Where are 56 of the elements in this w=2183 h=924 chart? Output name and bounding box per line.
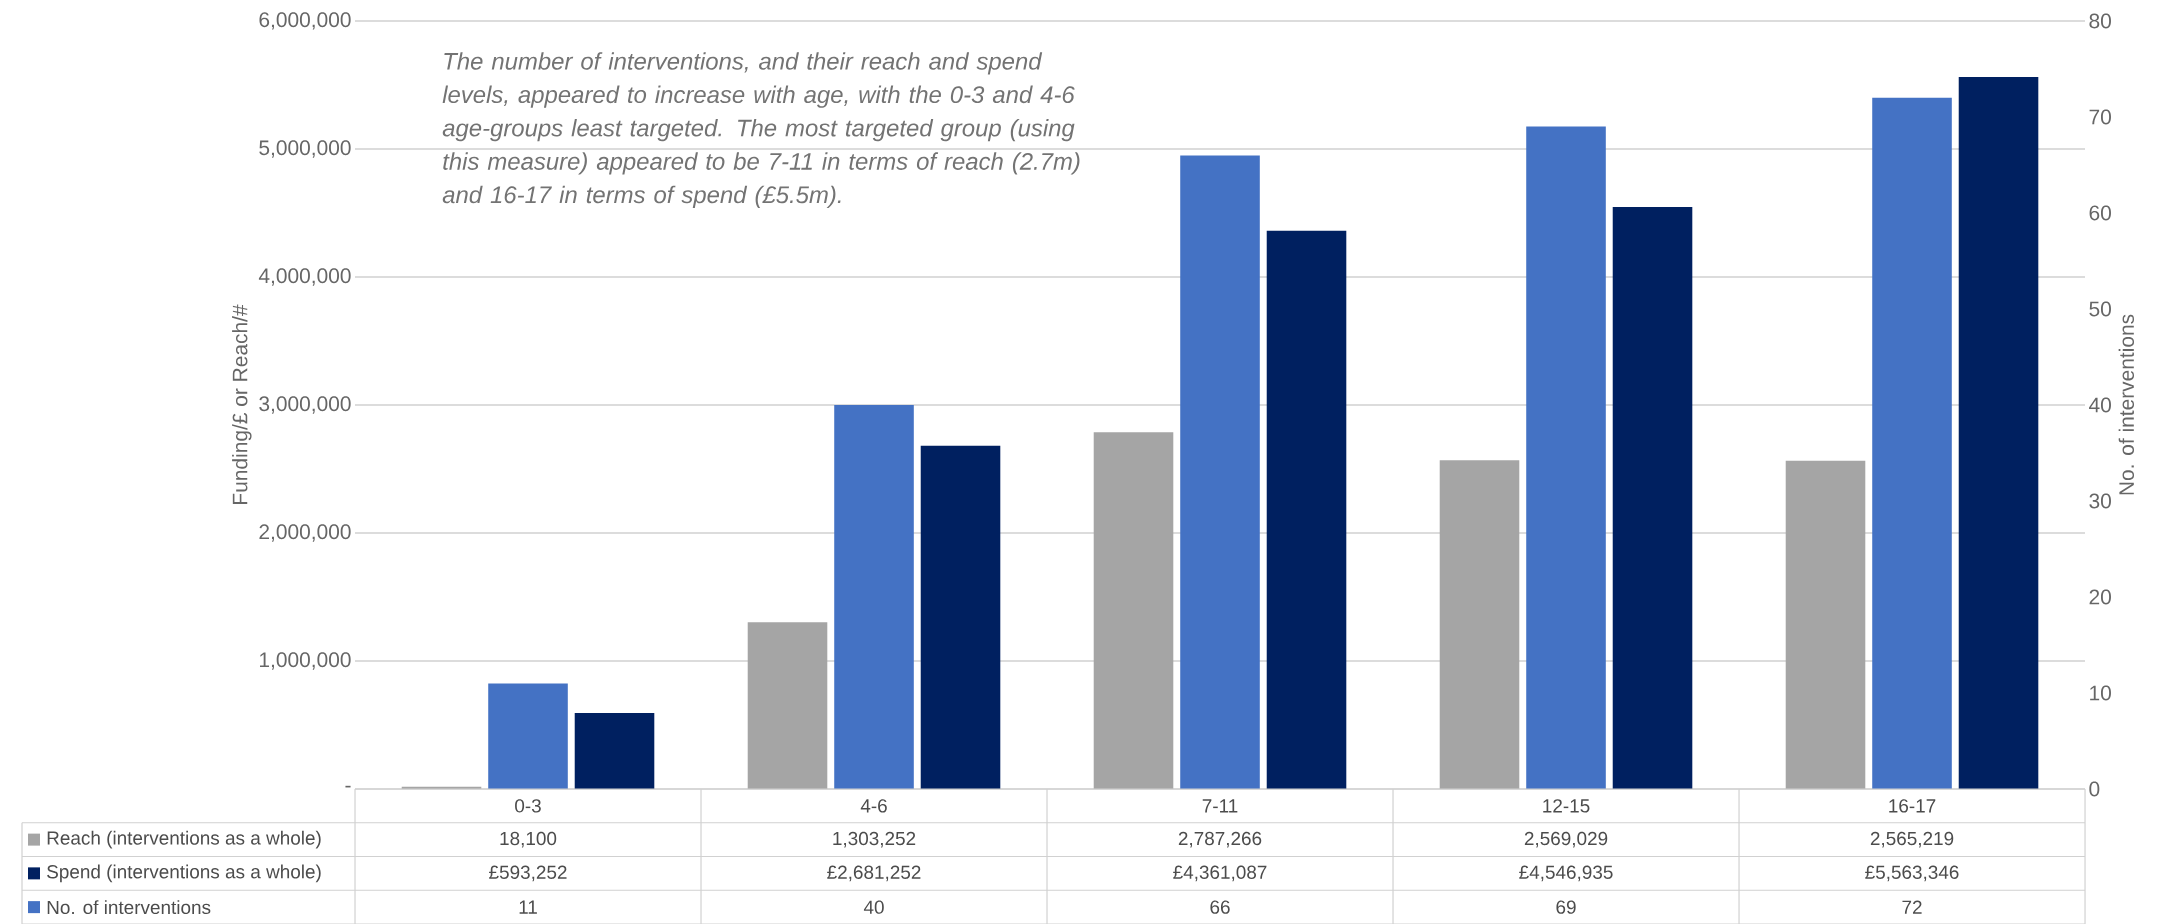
y2-tick-label: 80 [2089, 13, 2111, 29]
y2-tick-label: 60 [2089, 205, 2111, 221]
annotation: The number of interventions, and their reach and spend levels, appeared to increase with age, with the 0-3 and 4-6 age-groups least targeted. The most targeted group (using this measure) appeared to be 7-11 in terms of reach (2.7m) and 16-17 in terms of spend (£5.5m). [442, 52, 1080, 208]
bar [1266, 230, 1347, 789]
y-tick-label: 2,000,000 [259, 524, 351, 542]
bar [574, 713, 655, 789]
y-tick-label: 4,000,000 [258, 268, 351, 286]
data-label: 11 [519, 900, 537, 914]
data-label: £2,681,252 [827, 865, 921, 882]
data-label: 2,787,266 [1178, 831, 1262, 848]
y2-tick-label: 30 [2089, 493, 2111, 509]
y-tick-label: 5,000,000 [259, 140, 351, 158]
y2-tick-label: 50 [2089, 301, 2111, 317]
y2-tick-label: 40 [2089, 397, 2111, 413]
bar [1093, 432, 1174, 789]
bar [834, 404, 914, 789]
data-label: 2,565,219 [1870, 831, 1954, 848]
legend-label: Spend (interventions as a whole) [47, 864, 321, 883]
legend-label: Reach (interventions as a whole) [47, 830, 321, 849]
data-label: 72 [1902, 900, 1922, 914]
data-label: 40 [863, 900, 884, 914]
x-tick-label: 0-3 [515, 799, 541, 813]
y2-tick-label: 0 [2089, 781, 2100, 797]
data-label: £593,252 [489, 865, 567, 882]
data-label: 66 [1210, 900, 1230, 914]
data-label: 2,569,029 [1524, 831, 1608, 848]
y-tick-label: 6,000,000 [259, 12, 351, 30]
x-tick-label: 12-15 [1543, 799, 1590, 813]
bar [920, 445, 1001, 789]
bar [1785, 460, 1866, 789]
legend-label: No. of interventions [47, 900, 211, 915]
y-tick-label: 1,000,000 [260, 652, 351, 670]
y-tick-label: - [345, 785, 351, 788]
x-tick-label: 4-6 [860, 799, 887, 813]
data-label: 1,303,252 [833, 831, 916, 848]
x-tick-label: 16-17 [1889, 799, 1936, 813]
x-tick-label: 7-11 [1202, 799, 1238, 813]
bar [1526, 126, 1606, 789]
bar [1872, 97, 1952, 789]
data-label: £4,361,087 [1173, 865, 1267, 882]
y-axis-title: Funding/£ or Reach/# [232, 304, 252, 504]
data-label: £5,563,346 [1865, 865, 1959, 882]
bar [1612, 206, 1693, 789]
bar [747, 622, 828, 789]
bar [1958, 76, 2039, 789]
bar [1439, 460, 1520, 789]
y-tick-label: 3,000,000 [259, 396, 351, 414]
y2-tick-label: 10 [2090, 685, 2111, 701]
y2-tick-label: 70 [2089, 109, 2111, 125]
data-label: 18,100 [500, 831, 557, 848]
data-label: £4,546,935 [1519, 865, 1613, 882]
y2-axis-title: No. of interventions [2118, 314, 2135, 495]
data-label: 69 [1556, 900, 1576, 914]
bar [1180, 155, 1260, 789]
y2-tick-label: 20 [2089, 589, 2111, 605]
bar [488, 683, 568, 789]
